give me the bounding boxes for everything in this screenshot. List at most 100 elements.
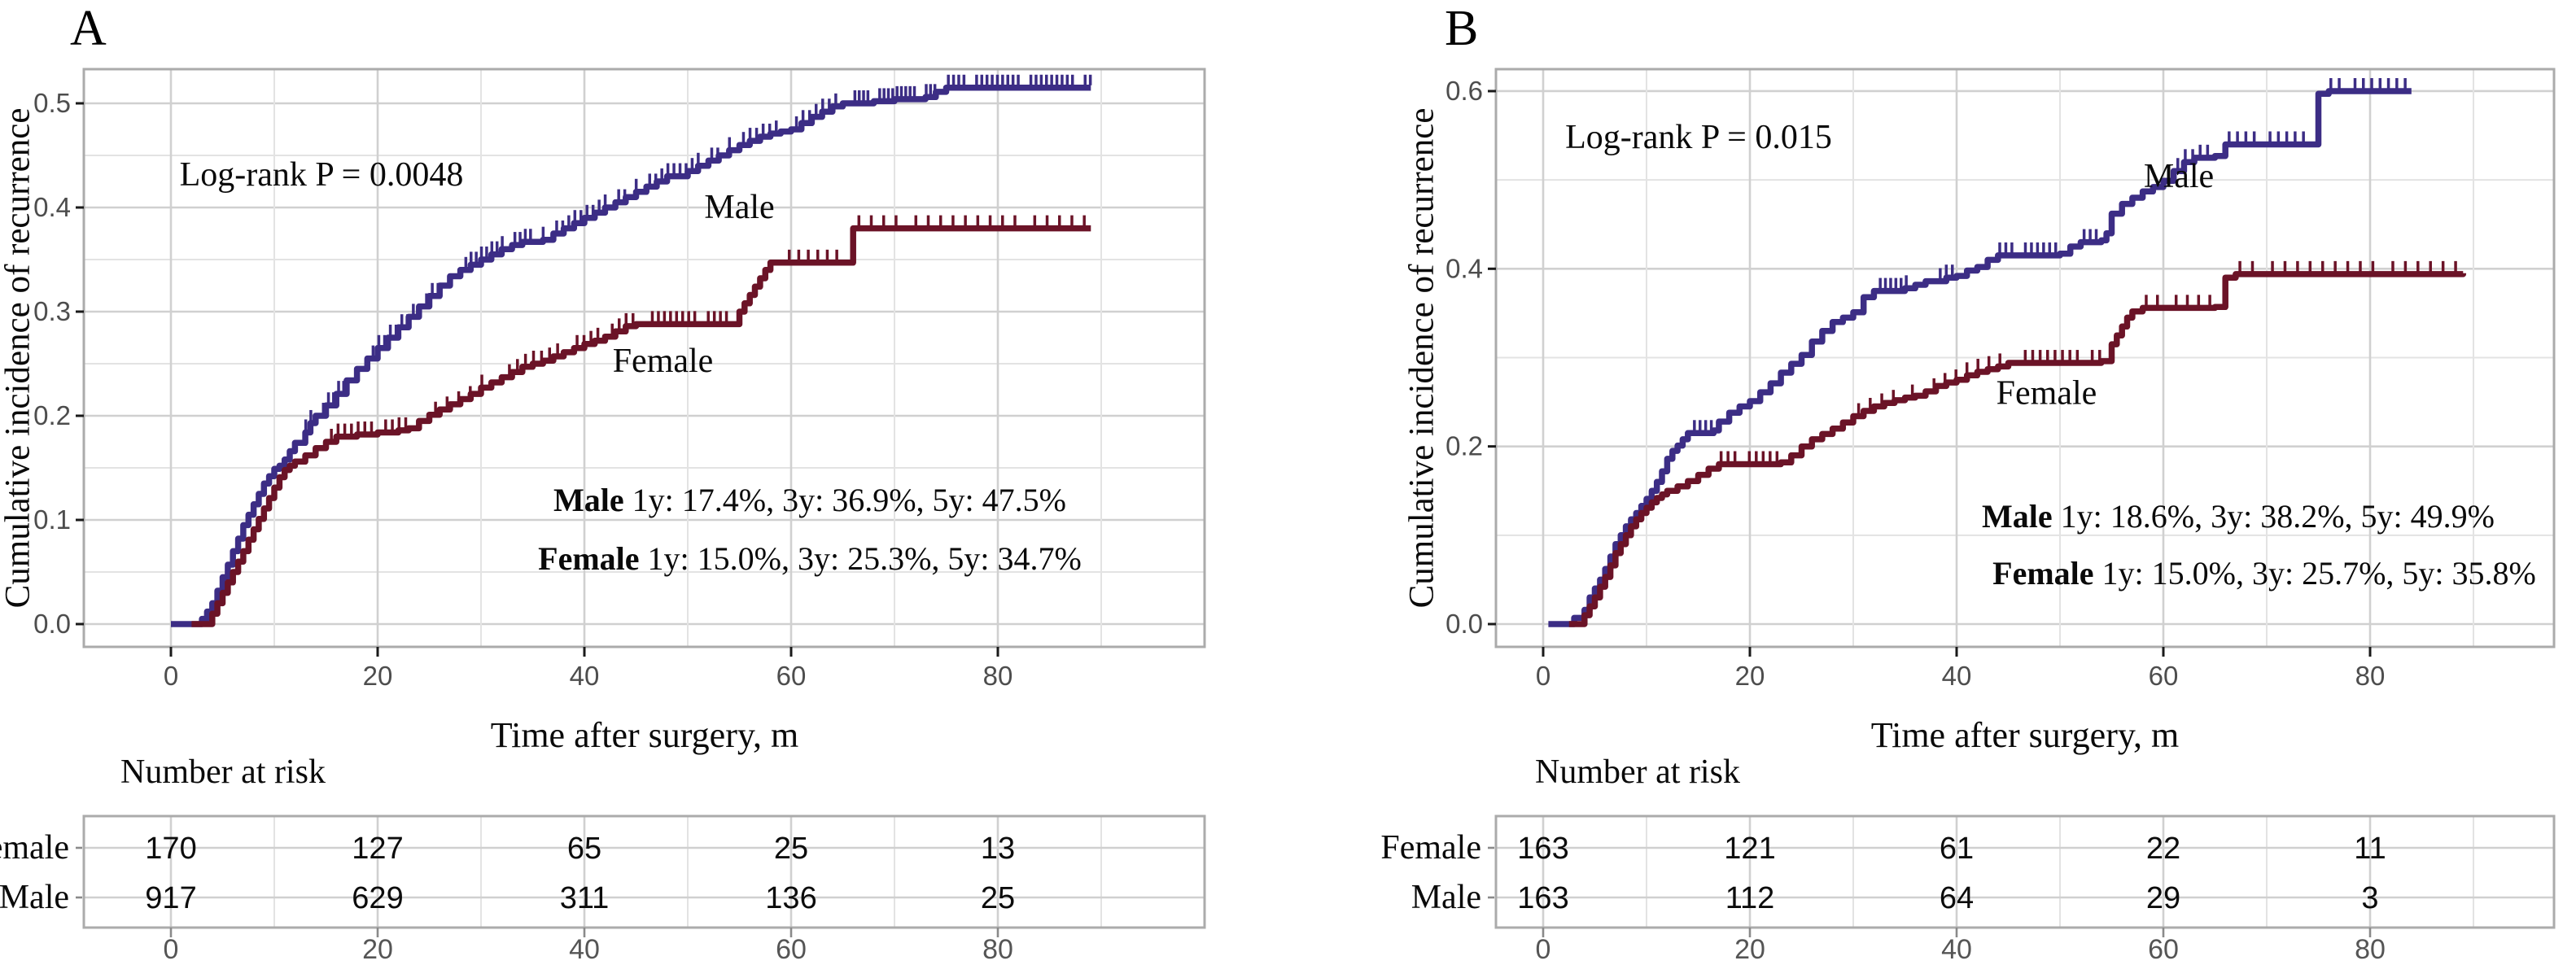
risk-row-label: Male (1411, 879, 1481, 916)
risk-count: 25 (981, 881, 1015, 915)
y-tick-label: 0.2 (1445, 431, 1483, 461)
risk-count: 163 (1517, 881, 1568, 915)
x-axis-label: Time after surgery, m (1870, 715, 2180, 755)
risk-row-label: Female (1380, 829, 1481, 867)
risk-axis-label: 40 (1941, 934, 1972, 965)
male-estimates-text: Male 1y: 17.4%, 3y: 36.9%, 5y: 47.5% (553, 482, 1066, 518)
risk-count: 112 (1725, 881, 1775, 915)
x-tick-label: 60 (776, 661, 807, 691)
risk-count: 11 (2354, 832, 2386, 866)
risk-axis-label: 20 (1734, 934, 1765, 965)
y-tick-label: 0.2 (33, 400, 71, 430)
risk-count: 163 (1517, 832, 1568, 866)
risk-axis-label: 60 (2148, 934, 2179, 965)
male-curve-label: Male (2144, 158, 2214, 195)
x-tick-label: 40 (1942, 661, 1972, 691)
risk-count: 61 (1940, 832, 1974, 866)
risk-axis-label: 0 (164, 934, 179, 965)
risk-axis-label: 20 (362, 934, 393, 965)
risk-count: 3 (2361, 881, 2378, 915)
female-curve (191, 225, 1091, 627)
panel-b: Female 163 121 61 22 11 Male 163 112 64 29 3 0 20 40 60… (1288, 0, 2575, 965)
gridlines (1496, 69, 2554, 647)
risk-count: 64 (1940, 881, 1974, 915)
x-tick-label: 20 (363, 661, 393, 691)
male-estimates-text: Male 1y: 18.6%, 3y: 38.2%, 5y: 49.9% (1982, 498, 2495, 535)
risk-count: 127 (352, 832, 403, 866)
female-curve-label: Female (613, 343, 714, 380)
axis-tick-labels: 0 20 40 60 80 0.0 0.1 0.2 0.3 0.4 0.5 (33, 88, 1012, 691)
y-tick-label: 0.4 (33, 192, 71, 222)
axis-ticks (76, 102, 999, 657)
risk-axis-label: 80 (2355, 934, 2386, 965)
male-estimates-rest: 1y: 18.6%, 3y: 38.2%, 5y: 49.9% (2053, 498, 2495, 535)
y-tick-label: 0.3 (33, 296, 71, 326)
female-estimates-rest: 1y: 15.0%, 3y: 25.7%, 5y: 35.8% (2094, 555, 2536, 592)
risk-row-label: Female (0, 829, 69, 867)
female-curve (1568, 271, 2467, 627)
risk-count: 25 (774, 832, 808, 866)
male-curve (171, 85, 1091, 627)
y-tick-label: 0.4 (1445, 253, 1483, 283)
logrank-annotation: Log-rank P = 0.0048 (180, 156, 464, 194)
x-tick-label: 0 (1536, 661, 1550, 691)
risk-table: Female 170 127 65 25 13 Male 917 629 311 136 25 0 20 4… (0, 814, 1206, 965)
number-at-risk-title: Number at risk (120, 753, 326, 791)
chart-panel-b: Female 163 121 61 22 11 Male 163 112 64 29 3 0 20 40 60… (1380, 68, 2556, 965)
y-tick-label: 0.0 (1445, 609, 1483, 639)
female-estimates-lead: Female (538, 540, 639, 577)
number-at-risk-title: Number at risk (1535, 753, 1740, 791)
risk-row-label: Male (0, 879, 69, 916)
risk-count: 170 (145, 832, 196, 866)
risk-count: 22 (2146, 832, 2180, 866)
female-censor-ticks (330, 215, 1086, 439)
axis-tick-labels: 0 20 40 60 80 0.0 0.2 0.4 0.6 (1445, 76, 2385, 691)
risk-table: Female 163 121 61 22 11 Male 163 112 64 29 3 0 20 40 60… (1380, 814, 2556, 965)
risk-count: 136 (765, 881, 816, 915)
x-tick-label: 60 (2149, 661, 2179, 691)
y-tick-label: 0.6 (1445, 76, 1483, 106)
risk-axis-label: 80 (982, 934, 1013, 965)
risk-count: 917 (145, 881, 196, 915)
x-tick-label: 80 (2355, 661, 2386, 691)
female-censor-ticks (1719, 260, 2457, 462)
risk-count: 65 (567, 832, 601, 866)
panel-letter: B (1445, 1, 1479, 56)
male-censor-ticks (1693, 77, 2407, 431)
logrank-annotation: Log-rank P = 0.015 (1565, 119, 1832, 156)
female-curve-label: Female (1997, 374, 2097, 412)
x-tick-label: 0 (164, 661, 178, 691)
risk-axis-label: 40 (569, 934, 600, 965)
x-tick-label: 20 (1735, 661, 1765, 691)
y-tick-label: 0.5 (33, 88, 71, 118)
male-curve (1548, 88, 2412, 627)
male-curve-label: Male (704, 189, 774, 226)
chart-panel-a: Female 170 127 65 25 13 Male 917 629 311 136 25 0 20 4… (0, 68, 1206, 965)
risk-axis-label: 60 (776, 934, 807, 965)
x-axis-label: Time after surgery, m (490, 715, 799, 755)
female-estimates-rest: 1y: 15.0%, 3y: 25.3%, 5y: 34.7% (640, 540, 1082, 577)
risk-count: 29 (2146, 881, 2180, 915)
panel-letter: A (70, 1, 107, 56)
risk-count: 311 (560, 881, 610, 915)
male-estimates-lead: Male (1982, 498, 2053, 535)
risk-table-border (82, 814, 1206, 929)
y-tick-label: 0.1 (33, 504, 71, 535)
risk-count: 121 (1724, 832, 1775, 866)
y-axis-label: Cumulative incidence of recurrence (0, 107, 37, 609)
axis-ticks (1488, 90, 2372, 657)
panel-a: Female 170 127 65 25 13 Male 917 629 311 136 25 0 20 4… (0, 1, 1206, 965)
risk-table-border (1494, 814, 2556, 929)
male-estimates-rest: 1y: 17.4%, 3y: 36.9%, 5y: 47.5% (624, 482, 1066, 518)
y-axis-label: Cumulative incidence of recurrence (1402, 107, 1441, 609)
y-tick-label: 0.0 (33, 609, 71, 639)
curves (1548, 77, 2467, 627)
risk-count: 13 (981, 832, 1015, 866)
female-estimates-text: Female 1y: 15.0%, 3y: 25.3%, 5y: 34.7% (538, 540, 1082, 577)
female-estimates-text: Female 1y: 15.0%, 3y: 25.7%, 5y: 35.8% (1992, 555, 2536, 592)
x-tick-label: 40 (570, 661, 600, 691)
male-estimates-lead: Male (553, 482, 624, 518)
curves (171, 74, 1092, 627)
plot-border (1494, 68, 2556, 648)
